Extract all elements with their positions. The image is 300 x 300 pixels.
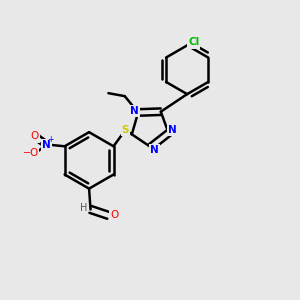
Text: S: S [122, 125, 129, 135]
Text: +: + [47, 135, 54, 144]
Text: −: − [23, 148, 31, 158]
Text: N: N [150, 145, 159, 155]
Text: Cl: Cl [188, 38, 199, 47]
Text: N: N [42, 140, 51, 150]
Text: O: O [110, 210, 119, 220]
Text: O: O [29, 148, 38, 158]
Text: H: H [80, 203, 87, 213]
Text: N: N [168, 125, 177, 135]
Text: O: O [30, 131, 38, 142]
Text: N: N [130, 106, 139, 116]
